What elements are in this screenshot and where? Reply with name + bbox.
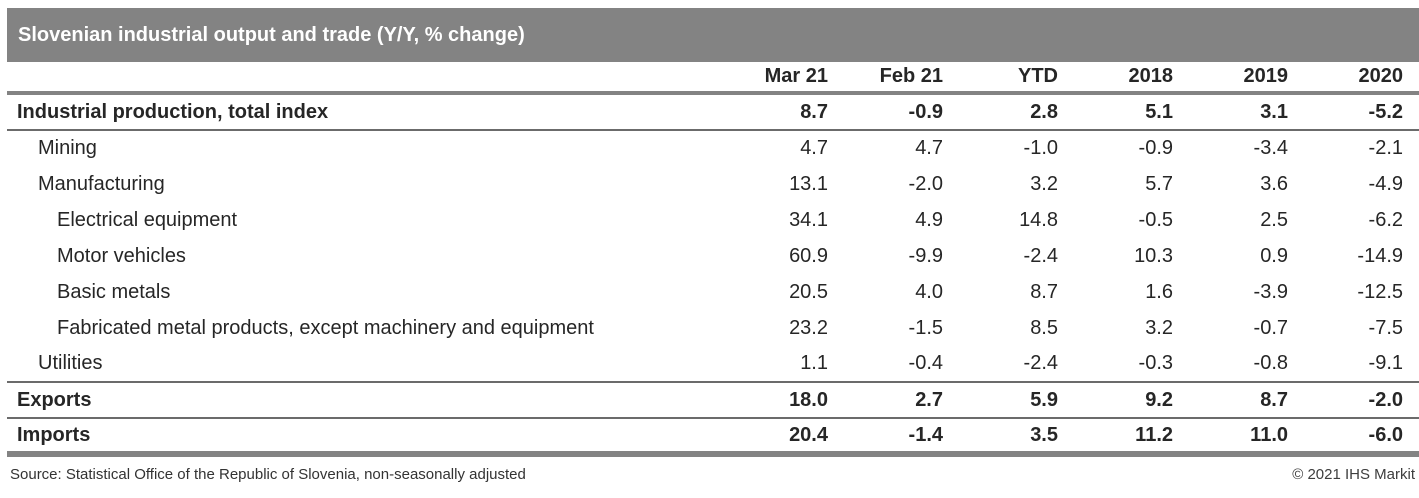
table-row-exports: Exports 18.0 2.7 5.9 9.2 8.7 -2.0: [7, 382, 1419, 419]
row-label: Industrial production, total index: [7, 93, 729, 131]
value-cell: -2.4: [959, 346, 1074, 383]
value-cell: 4.7: [915, 137, 943, 159]
value-cell: 20.4: [729, 418, 844, 457]
table-footer: Source: Statistical Office of the Republ…: [7, 457, 1419, 483]
row-label: Electrical equipment: [57, 208, 238, 231]
table-row-basic-metals: Basic metals 20.5 4.0 8.7 1.6 -3.9 -12.5: [7, 274, 1419, 310]
value-cell: 13.1: [789, 172, 828, 195]
value-cell: 11.0: [1189, 418, 1304, 457]
value-cell: -1.0: [1023, 137, 1058, 159]
value-cell: 3.5: [959, 418, 1074, 457]
value-cell: 60.9: [789, 244, 828, 267]
table-row-motor-vehicles: Motor vehicles 60.9 -9.9 -2.4 10.3 0.9 -…: [7, 238, 1419, 274]
value-cell: 2.5: [1260, 208, 1288, 231]
table-row-fabricated-metal-products: Fabricated metal products, except machin…: [7, 310, 1419, 346]
value-cell: 4.0: [915, 280, 943, 303]
value-cell: -12.5: [1357, 280, 1403, 303]
value-cell: 9.2: [1074, 382, 1189, 419]
value-cell: -6.0: [1304, 418, 1419, 457]
value-cell: 8.7: [1030, 280, 1058, 303]
value-cell: -2.4: [1023, 244, 1058, 267]
value-cell: 3.2: [1030, 172, 1058, 195]
column-header-feb21: Feb 21: [844, 62, 959, 95]
value-cell: -7.5: [1368, 316, 1403, 339]
value-cell: -0.9: [1138, 137, 1173, 159]
value-cell: -1.4: [844, 418, 959, 457]
value-cell: -0.7: [1253, 316, 1288, 339]
table-row-utilities: Utilities 1.1 -0.4 -2.4 -0.3 -0.8 -9.1: [7, 346, 1419, 383]
value-cell: 8.7: [729, 93, 844, 131]
table-row-imports: Imports 20.4 -1.4 3.5 11.2 11.0 -6.0: [7, 418, 1419, 457]
column-header-mar21: Mar 21: [729, 62, 844, 95]
column-header-2018: 2018: [1074, 62, 1189, 95]
row-label: Utilities: [7, 346, 729, 383]
value-cell: 3.2: [1145, 316, 1173, 339]
value-cell: -3.4: [1253, 137, 1288, 159]
value-cell: 11.2: [1074, 418, 1189, 457]
row-label: Motor vehicles: [57, 244, 186, 267]
value-cell: 5.7: [1145, 172, 1173, 195]
value-cell: 1.6: [1145, 280, 1173, 303]
column-header-2019: 2019: [1189, 62, 1304, 95]
value-cell: 5.1: [1074, 93, 1189, 131]
row-label: Imports: [7, 418, 729, 457]
value-cell: 4.7: [800, 137, 828, 159]
table-title-bar: Slovenian industrial output and trade (Y…: [7, 8, 1419, 62]
value-cell: -2.0: [1304, 382, 1419, 419]
value-cell: -5.2: [1304, 93, 1419, 131]
table-row-industrial-production: Industrial production, total index 8.7 -…: [7, 93, 1419, 131]
row-label: Fabricated metal products, except machin…: [57, 316, 594, 339]
value-cell: 4.9: [915, 208, 943, 231]
value-cell: 5.9: [959, 382, 1074, 419]
value-cell: -9.1: [1304, 346, 1419, 383]
report-table-page: Slovenian industrial output and trade (Y…: [7, 8, 1419, 483]
value-cell: 0.9: [1260, 244, 1288, 267]
column-header-row: Mar 21 Feb 21 YTD 2018 2019 2020: [7, 62, 1419, 95]
value-cell: 18.0: [729, 382, 844, 419]
table-title: Slovenian industrial output and trade (Y…: [18, 23, 525, 46]
value-cell: 14.8: [1019, 208, 1058, 231]
value-cell: -3.9: [1253, 280, 1288, 303]
value-cell: -0.4: [844, 346, 959, 383]
value-cell: -0.8: [1189, 346, 1304, 383]
value-cell: -14.9: [1357, 244, 1403, 267]
value-cell: 34.1: [789, 208, 828, 231]
value-cell: -2.1: [1368, 137, 1403, 159]
value-cell: -0.5: [1138, 208, 1173, 231]
value-cell: 10.3: [1134, 244, 1173, 267]
table-row-electrical-equipment: Electrical equipment 34.1 4.9 14.8 -0.5 …: [7, 202, 1419, 238]
table-row-mining: Mining 4.7 4.7 -1.0 -0.9 -3.4 -2.1: [7, 130, 1419, 166]
value-cell: 2.8: [959, 93, 1074, 131]
value-cell: 3.6: [1260, 172, 1288, 195]
value-cell: 2.7: [844, 382, 959, 419]
column-header-2020: 2020: [1304, 62, 1419, 95]
value-cell: 1.1: [729, 346, 844, 383]
row-label: Basic metals: [57, 280, 171, 303]
row-label-header: [7, 62, 729, 95]
value-cell: 3.1: [1189, 93, 1304, 131]
table-row-manufacturing: Manufacturing 13.1 -2.0 3.2 5.7 3.6 -4.9: [7, 166, 1419, 202]
value-cell: 8.7: [1189, 382, 1304, 419]
value-cell: -9.9: [908, 244, 943, 267]
value-cell: -1.5: [908, 316, 943, 339]
column-header-ytd: YTD: [959, 62, 1074, 95]
row-label: Mining: [38, 137, 97, 159]
value-cell: -0.9: [844, 93, 959, 131]
value-cell: 23.2: [789, 316, 828, 339]
value-cell: -6.2: [1368, 208, 1403, 231]
row-label: Manufacturing: [38, 172, 165, 195]
value-cell: 8.5: [1030, 316, 1058, 339]
copyright-note: © 2021 IHS Markit: [1292, 466, 1415, 483]
value-cell: -2.0: [908, 172, 943, 195]
row-label: Exports: [7, 382, 729, 419]
source-note: Source: Statistical Office of the Republ…: [10, 466, 526, 483]
value-cell: 20.5: [789, 280, 828, 303]
value-cell: -0.3: [1074, 346, 1189, 383]
value-cell: -4.9: [1368, 172, 1403, 195]
data-table: Mar 21 Feb 21 YTD 2018 2019 2020 Industr…: [7, 62, 1419, 457]
